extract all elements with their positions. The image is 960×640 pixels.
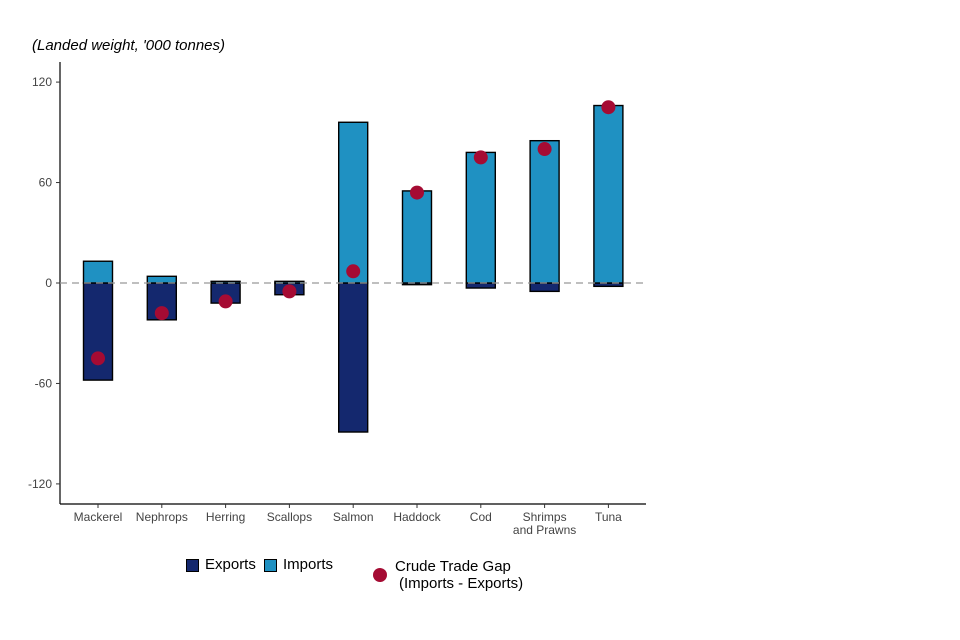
x-tick-label: Scallops — [267, 510, 312, 524]
trade-gap-point-2 — [218, 294, 233, 309]
exports-bar-4 — [338, 282, 369, 433]
x-tick-label-line: Scallops — [267, 510, 312, 524]
imports-bar-5 — [401, 190, 433, 284]
x-tick-label-line: Haddock — [393, 510, 441, 524]
imports-bar-1 — [146, 275, 178, 284]
legend-trade-gap-dot — [373, 568, 387, 582]
legend-exports-swatch — [186, 559, 199, 572]
x-tick-label: Herring — [206, 510, 245, 524]
legend-trade-gap: Crude Trade Gap (Imports - Exports) — [373, 558, 523, 592]
x-tick-label: Tuna — [595, 510, 622, 524]
bars — [82, 104, 624, 433]
legend-exports-label: Exports — [205, 556, 256, 573]
imports-bar-4 — [338, 121, 369, 284]
imports-bar-7 — [529, 139, 560, 284]
legend-trade-gap-label-1: Crude Trade Gap — [395, 558, 511, 575]
legend-trade-gap-label-2: (Imports - Exports) — [399, 575, 524, 592]
x-tick-label-line: Shrimps — [523, 510, 567, 524]
legend-imports: Imports — [264, 556, 333, 573]
legend-imports-swatch — [264, 559, 277, 572]
x-tick-label: Shrimps and Prawns — [513, 510, 576, 537]
y-tick-label: 0 — [45, 276, 52, 290]
x-tick-label-line: Nephrops — [136, 510, 188, 524]
imports-bar-6 — [465, 151, 496, 284]
legend: Exports Imports Crude Trade Gap (Imports… — [0, 556, 960, 596]
y-tick-label: -60 — [35, 376, 53, 390]
imports-bar-0 — [82, 260, 114, 284]
x-tick-label-line: Tuna — [595, 510, 622, 524]
points — [91, 100, 616, 366]
x-tick-label-line: Mackerel — [74, 510, 123, 524]
trade-gap-point-0 — [91, 351, 105, 366]
y-tick-label: 60 — [39, 176, 53, 190]
trade-gap-point-5 — [410, 185, 424, 200]
x-tick-label-line: and Prawns — [513, 523, 576, 537]
x-tick-label: Nephrops — [136, 510, 188, 524]
exports-bar-0 — [82, 282, 114, 381]
x-tick-labels: Mackerel Nephrops Herring Scallops Salmon Had… — [74, 510, 623, 537]
x-tick-label: Mackerel — [74, 510, 123, 524]
trade-gap-point-7 — [537, 142, 552, 157]
x-tick-label-line: Cod — [470, 510, 492, 524]
trade-gap-point-1 — [154, 306, 169, 321]
y-tick-label: 120 — [32, 75, 52, 89]
y-tick-labels: -120 -60 0 60 120 — [28, 75, 52, 491]
exports-bar-6 — [465, 282, 496, 289]
trade-gap-point-6 — [473, 150, 488, 165]
x-tick-label-line: Salmon — [333, 510, 374, 524]
x-tick-label-line: Herring — [206, 510, 245, 524]
imports-bar-2 — [210, 280, 241, 284]
exports-bar-7 — [529, 282, 560, 293]
x-tick-label: Salmon — [333, 510, 374, 524]
x-tick-label: Haddock — [393, 510, 441, 524]
trade-gap-point-3 — [282, 284, 297, 299]
legend-exports: Exports — [186, 556, 256, 573]
unit-label: (Landed weight, '000 tonnes) — [32, 37, 226, 54]
x-tick-label: Cod — [470, 510, 492, 524]
imports-bar-8 — [593, 104, 624, 284]
y-tick-label: -120 — [28, 477, 52, 491]
legend-imports-label: Imports — [283, 556, 334, 573]
trade-gap-point-4 — [346, 264, 361, 279]
trade-gap-point-8 — [601, 100, 616, 115]
